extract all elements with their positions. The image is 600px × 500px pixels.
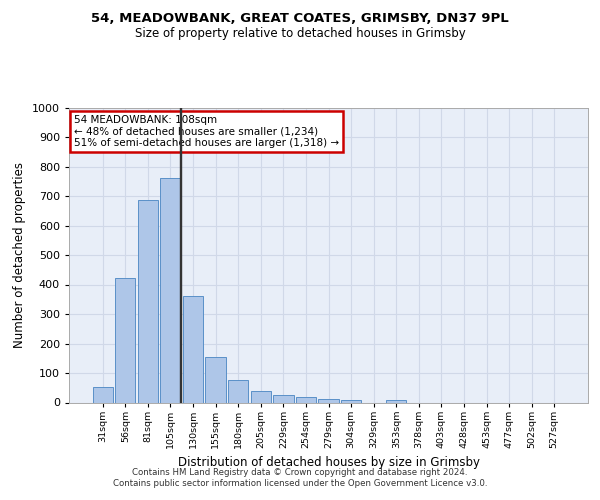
Text: 54 MEADOWBANK: 108sqm
← 48% of detached houses are smaller (1,234)
51% of semi-d: 54 MEADOWBANK: 108sqm ← 48% of detached … — [74, 115, 340, 148]
Bar — [138, 200, 158, 402]
Bar — [273, 394, 293, 402]
Bar — [251, 390, 271, 402]
Text: 54, MEADOWBANK, GREAT COATES, GRIMSBY, DN37 9PL: 54, MEADOWBANK, GREAT COATES, GRIMSBY, D… — [91, 12, 509, 26]
Bar — [205, 358, 226, 403]
Bar — [296, 397, 316, 402]
X-axis label: Distribution of detached houses by size in Grimsby: Distribution of detached houses by size … — [178, 456, 479, 469]
Bar — [341, 400, 361, 402]
Y-axis label: Number of detached properties: Number of detached properties — [13, 162, 26, 348]
Bar — [386, 400, 406, 402]
Bar — [115, 278, 136, 402]
Bar — [160, 178, 181, 402]
Bar — [92, 387, 113, 402]
Bar — [183, 296, 203, 403]
Text: Size of property relative to detached houses in Grimsby: Size of property relative to detached ho… — [134, 28, 466, 40]
Bar — [319, 399, 338, 402]
Text: Contains HM Land Registry data © Crown copyright and database right 2024.
Contai: Contains HM Land Registry data © Crown c… — [113, 468, 487, 487]
Bar — [228, 380, 248, 402]
